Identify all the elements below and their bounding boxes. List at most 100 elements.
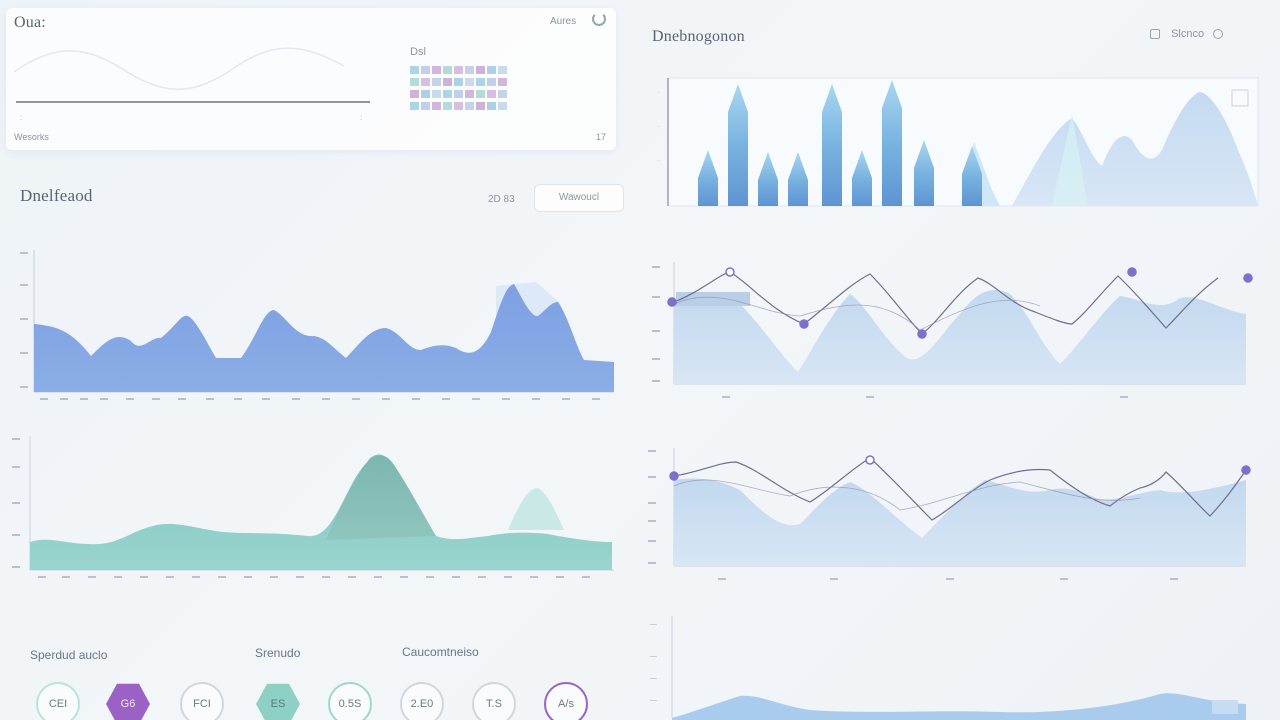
x-tick xyxy=(38,576,46,578)
svg-text:—: — xyxy=(650,675,657,682)
x-tick xyxy=(400,576,408,578)
legend-cell xyxy=(476,66,485,74)
stat-circle-1[interactable]: CEI xyxy=(36,682,80,720)
y-tick xyxy=(12,466,20,468)
spike-bar xyxy=(788,152,808,206)
x-tick xyxy=(270,576,278,578)
x-tick xyxy=(374,576,382,578)
legend-cell xyxy=(498,102,507,110)
chart-marker xyxy=(865,455,875,465)
stat-group-label-2: Srenudo xyxy=(255,646,301,660)
y-tick xyxy=(648,476,656,478)
y-tick xyxy=(20,284,28,286)
y-tick xyxy=(20,386,28,388)
legend-cell xyxy=(498,78,507,86)
legend-cell xyxy=(432,78,441,86)
x-tick xyxy=(504,576,512,578)
legend-cell xyxy=(421,90,430,98)
x-tick xyxy=(140,576,148,578)
legend-cell xyxy=(498,90,507,98)
y-tick xyxy=(652,330,660,332)
stat-circle-6[interactable]: 2.E0 xyxy=(400,682,444,720)
legend-cell xyxy=(410,102,419,110)
chart-marker xyxy=(667,297,677,307)
legend-cell xyxy=(476,78,485,86)
svg-text::: : xyxy=(20,113,22,122)
legend-cell xyxy=(443,66,452,74)
stat-circle-7[interactable]: T.S xyxy=(472,682,516,720)
legend-cell xyxy=(487,90,496,98)
y-tick xyxy=(20,252,28,254)
x-tick xyxy=(442,398,450,400)
x-tick xyxy=(296,576,304,578)
stat-circle-5[interactable]: 0.5S xyxy=(328,682,372,720)
y-tick xyxy=(648,502,656,504)
chart-marker xyxy=(799,319,809,329)
summary-card-action[interactable]: Aures xyxy=(550,16,577,27)
x-tick xyxy=(80,398,88,400)
settings-icon[interactable] xyxy=(1150,29,1160,40)
legend-cell xyxy=(410,66,419,74)
y-tick xyxy=(20,318,28,320)
legend-cell xyxy=(432,90,441,98)
chart-marker xyxy=(917,329,927,339)
legend-cell xyxy=(465,90,474,98)
x-tick xyxy=(582,576,590,578)
x-tick xyxy=(352,398,360,400)
x-tick xyxy=(292,398,300,400)
legend-cell xyxy=(465,102,474,110)
x-tick xyxy=(218,576,226,578)
summary-legend-grid xyxy=(410,66,520,121)
summary-sparkline: : : xyxy=(14,47,370,122)
line-chart-2 xyxy=(648,448,1251,580)
stat-circle-3[interactable]: FCI xyxy=(180,682,224,720)
refresh-icon[interactable] xyxy=(592,12,606,26)
x-tick xyxy=(556,576,564,578)
x-tick xyxy=(946,578,954,580)
x-tick xyxy=(322,398,330,400)
right-panel-actions[interactable]: Slcnco xyxy=(1150,28,1224,40)
x-tick xyxy=(178,398,186,400)
x-tick xyxy=(562,398,570,400)
line-chart-1 xyxy=(652,262,1253,398)
x-tick xyxy=(100,398,108,400)
filter-button[interactable]: Wawoucl xyxy=(534,184,624,212)
y-tick xyxy=(648,540,656,542)
legend-cell xyxy=(476,102,485,110)
legend-cell xyxy=(454,90,463,98)
stat-hex-4[interactable]: ES xyxy=(256,683,300,720)
spike-bar xyxy=(758,152,778,206)
legend-cell xyxy=(487,102,496,110)
y-tick xyxy=(652,358,660,360)
stat-hex-2[interactable]: G6 xyxy=(106,683,150,720)
spike-bar xyxy=(962,146,982,206)
x-tick xyxy=(62,576,70,578)
left-panel-title: Dnelfeaod xyxy=(20,186,93,205)
chart-marker xyxy=(1243,273,1253,283)
legend-cell xyxy=(421,66,430,74)
x-tick xyxy=(1060,578,1068,580)
x-tick xyxy=(478,576,486,578)
legend-cell xyxy=(476,90,485,98)
legend-cell xyxy=(432,102,441,110)
summary-footer-right: 17 xyxy=(596,132,607,142)
x-tick xyxy=(502,398,510,400)
range-label[interactable]: 2D 83 xyxy=(488,194,515,205)
x-tick xyxy=(322,576,330,578)
x-tick xyxy=(452,576,460,578)
legend-cell xyxy=(465,66,474,74)
stat-group-label-3: Caucomtneiso xyxy=(402,645,479,659)
y-tick xyxy=(20,352,28,354)
bottom-area-chart: — — — — xyxy=(650,616,1246,720)
legend-cell xyxy=(410,78,419,86)
y-tick xyxy=(652,380,660,382)
svg-text:—: — xyxy=(650,621,657,628)
close-icon[interactable] xyxy=(1213,29,1224,40)
x-tick xyxy=(40,398,48,400)
stat-circle-8[interactable]: A/s xyxy=(544,682,588,720)
legend-cell xyxy=(421,78,430,86)
legend-cell xyxy=(454,66,463,74)
x-tick xyxy=(722,396,730,398)
legend-cell xyxy=(465,78,474,86)
legend-cell xyxy=(454,78,463,86)
